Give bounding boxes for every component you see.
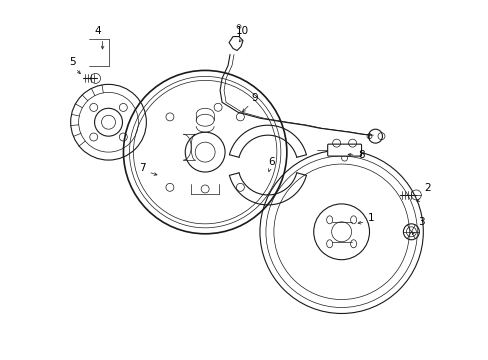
Text: 3: 3 bbox=[417, 217, 424, 227]
Text: 10: 10 bbox=[235, 26, 248, 36]
Text: 6: 6 bbox=[268, 157, 275, 167]
Text: 7: 7 bbox=[139, 163, 145, 173]
Text: 5: 5 bbox=[69, 58, 76, 67]
Text: 9: 9 bbox=[251, 93, 258, 103]
Text: 4: 4 bbox=[94, 26, 101, 36]
FancyBboxPatch shape bbox=[327, 144, 361, 156]
Text: 8: 8 bbox=[358, 150, 364, 160]
Polygon shape bbox=[228, 37, 243, 50]
Text: 1: 1 bbox=[367, 213, 374, 223]
Text: 2: 2 bbox=[423, 183, 430, 193]
